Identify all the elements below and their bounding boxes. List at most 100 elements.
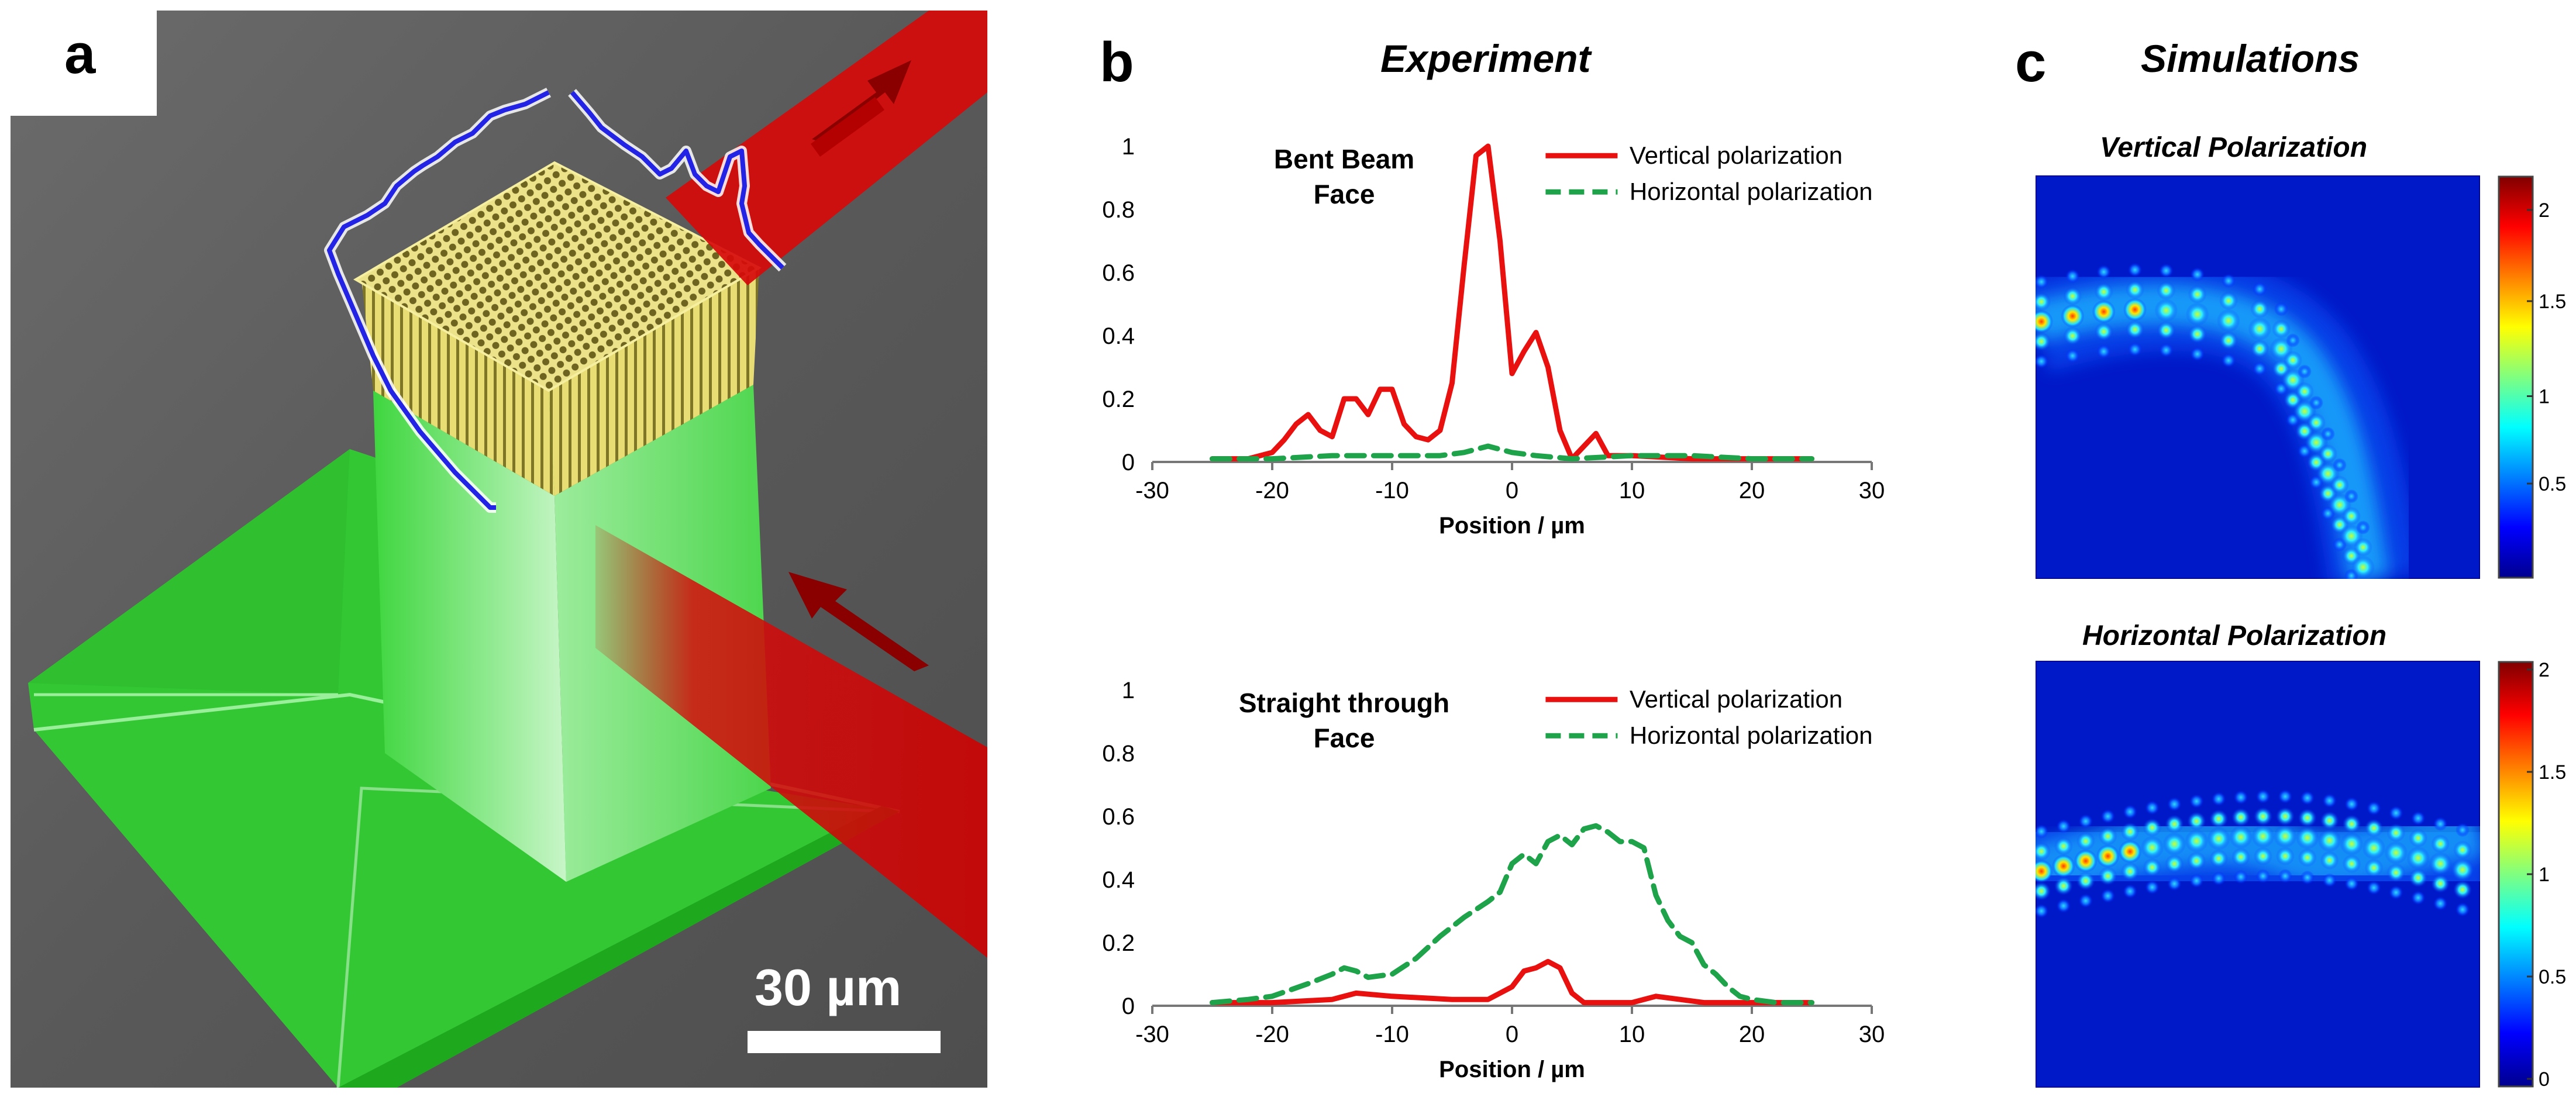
field-hotspot xyxy=(2362,836,2386,860)
field-hotspot xyxy=(2098,827,2117,846)
field-hotspot xyxy=(2217,309,2240,333)
field-hotspot xyxy=(2212,792,2226,806)
top-chart-x-tick-label: 20 xyxy=(1739,478,1765,503)
field-hotspot xyxy=(2036,292,2051,311)
scale-bar xyxy=(748,1031,941,1053)
field-hotspot xyxy=(2255,789,2270,804)
field-hotspot xyxy=(2189,874,2204,888)
field-hotspot xyxy=(2036,860,2053,883)
field-hotspot xyxy=(2251,824,2275,848)
field-hotspot xyxy=(2167,797,2182,812)
field-hotspot xyxy=(2406,846,2430,870)
field-hotspot xyxy=(2126,280,2144,299)
field-hotspot xyxy=(2036,882,2051,901)
field-hotspot xyxy=(2295,826,2319,850)
field-hotspot xyxy=(2344,877,2359,891)
bottom-chart-y-tick-label: 0.4 xyxy=(1102,867,1135,893)
input-arrow-icon xyxy=(788,572,929,671)
field-hotspot xyxy=(2036,904,2048,918)
field-hotspot xyxy=(2126,320,2144,339)
field-hotspot xyxy=(2190,267,2205,282)
bottom-chart-x-axis-label: Position / µm xyxy=(1439,1057,1585,1082)
field-hotspot xyxy=(2253,282,2267,296)
field-hotspot xyxy=(2255,869,2270,884)
horizontal-polarization-title: Horizontal Polarization xyxy=(2082,620,2387,651)
field-hotspot xyxy=(2250,339,2270,358)
colorbar-tick-label: 2 xyxy=(2539,661,2550,681)
bottom-chart-y-tick-label: 0.6 xyxy=(1102,804,1135,830)
field-hotspot xyxy=(2275,807,2295,826)
top-chart-x-tick-label: -30 xyxy=(1135,478,1169,503)
field-hotspot xyxy=(2076,832,2095,851)
colorbar-tick-label: 0.5 xyxy=(2539,966,2566,988)
field-hotspot xyxy=(2128,263,2142,277)
field-hotspot xyxy=(2320,811,2339,830)
top-chart-x-axis-label: Position / µm xyxy=(1439,513,1585,539)
output-arrow-icon xyxy=(811,60,911,157)
field-hotspot xyxy=(2300,870,2315,885)
field-hotspot xyxy=(2078,814,2093,829)
field-hotspot xyxy=(2222,274,2236,288)
vertical-polarization-title: Vertical Polarization xyxy=(2100,132,2368,163)
bottom-chart-y-tick-label: 0.8 xyxy=(1102,741,1135,767)
field-hotspot xyxy=(2344,489,2358,503)
field-hotspot xyxy=(2344,797,2359,812)
input-beam xyxy=(595,525,987,958)
chart-straight-through: -30 -20 -10 0 10 20 30 0 0.2 0.4 0.6 0.8 1 Position /… xyxy=(1102,678,1885,1082)
field-hotspot xyxy=(2278,789,2292,804)
field-hotspot xyxy=(2167,877,2182,891)
field-hotspot xyxy=(2367,801,2381,816)
field-hotspot xyxy=(2431,874,2450,893)
field-hotspot xyxy=(2231,808,2251,827)
top-chart-annotation-line2: Face xyxy=(1314,179,1375,209)
field-hotspot xyxy=(2188,325,2207,344)
field-hotspot xyxy=(2188,285,2207,304)
field-hotspot xyxy=(2409,829,2428,848)
field-hotspot xyxy=(2185,302,2209,326)
colorbar-tick-label: 1 xyxy=(2539,386,2550,408)
photonic-crystal-front xyxy=(361,280,555,496)
field-hotspot xyxy=(2322,794,2337,808)
bottom-chart-x-tick-label: -20 xyxy=(1255,1022,1289,1047)
bottom-chart-x-tick-label: 10 xyxy=(1619,1022,1645,1047)
field-hotspot xyxy=(2189,794,2204,809)
colorbar-tick-label: 1.5 xyxy=(2539,291,2566,313)
field-hotspot xyxy=(2411,811,2426,826)
field-hotspot xyxy=(2351,556,2375,579)
field-hotspot xyxy=(2098,867,2117,886)
field-hotspot xyxy=(2123,805,2137,819)
colorbar-tick-label: 1 xyxy=(2539,864,2550,886)
field-hotspot xyxy=(2074,849,2098,873)
field-hotspot xyxy=(2159,263,2174,278)
field-hotspot xyxy=(2063,326,2082,346)
field-hotspot xyxy=(2078,893,2093,908)
field-hotspot xyxy=(2143,858,2162,877)
field-hotspot xyxy=(2219,291,2238,310)
field-hotspot xyxy=(2433,817,2448,832)
field-hotspot xyxy=(2120,822,2140,841)
field-hotspot xyxy=(2456,902,2470,917)
field-hotspot xyxy=(2036,354,2048,368)
field-hotspot xyxy=(2065,349,2080,363)
field-hotspot xyxy=(2364,858,2384,878)
panel-a-label: a xyxy=(64,23,96,85)
field-hotspot xyxy=(2253,361,2267,376)
field-hotspot xyxy=(2429,852,2453,876)
field-hotspot xyxy=(2274,302,2288,316)
field-hotspot xyxy=(2453,840,2472,860)
field-hotspot xyxy=(2320,851,2339,870)
field-hotspot xyxy=(2145,801,2160,815)
colorbar-tick-label: 2 xyxy=(2539,199,2550,222)
bottom-chart-y-tick-label: 1 xyxy=(1122,678,1135,703)
field-hotspot xyxy=(2219,331,2238,350)
experiment-title: Experiment xyxy=(1380,37,1591,80)
field-hotspot xyxy=(2298,848,2317,867)
field-hotspot xyxy=(2165,815,2184,834)
field-hotspot xyxy=(2231,847,2251,867)
bottom-chart-series-horizontal xyxy=(1210,823,1814,1006)
top-chart-legend-label: Horizontal polarization xyxy=(1630,178,1873,205)
field-hotspot xyxy=(2356,520,2370,534)
field-hotspot xyxy=(2056,899,2071,913)
field-hotspot xyxy=(2076,871,2095,891)
field-hotspot xyxy=(2209,849,2229,868)
